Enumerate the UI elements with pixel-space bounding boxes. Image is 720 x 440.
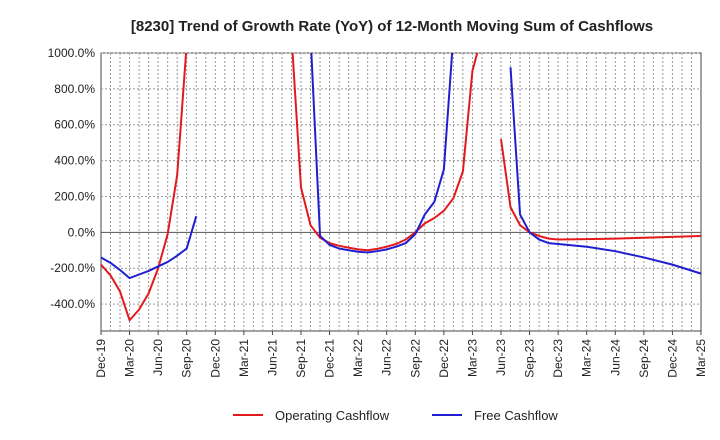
chart-title: [8230] Trend of Growth Rate (YoY) of 12-… <box>131 18 653 35</box>
x-tick-label: Sep-21 <box>294 339 308 378</box>
x-tick-label: Mar-23 <box>465 339 479 377</box>
legend: Operating Cashflow Free Cashflow <box>233 408 558 423</box>
x-tick-label: Jun-24 <box>608 339 622 376</box>
x-tick-label: Sep-24 <box>637 339 651 378</box>
x-tick-label: Dec-22 <box>437 339 451 378</box>
x-tick-label: Sep-22 <box>408 339 422 378</box>
y-tick-label: 1000.0% <box>48 46 96 60</box>
x-tick-label: Mar-22 <box>351 339 365 377</box>
series-lines <box>101 53 701 322</box>
y-tick-label: -400.0% <box>50 297 95 311</box>
x-tick-label: Dec-20 <box>208 339 222 378</box>
y-tick-label: -200.0% <box>50 261 95 275</box>
y-tick-label: 200.0% <box>54 189 95 203</box>
x-tick-label: Mar-25 <box>694 339 708 377</box>
legend-label: Free Cashflow <box>474 408 558 423</box>
x-tick-label: Jun-23 <box>494 339 508 376</box>
grid <box>101 52 701 331</box>
y-tick-label: 0.0% <box>68 225 96 239</box>
series-line-free-cashflow <box>101 53 701 280</box>
legend-label: Operating Cashflow <box>275 408 390 423</box>
x-tick-label: Mar-20 <box>123 339 137 377</box>
axes: 1000.0% 800.0% 600.0% 400.0% 200.0% 0.0% -200.… <box>48 46 708 378</box>
x-tick-label: Jun-20 <box>151 339 165 376</box>
x-tick-label: Jun-22 <box>380 339 394 376</box>
x-tick-label: Sep-20 <box>180 339 194 378</box>
x-tick-label: Jun-21 <box>265 339 279 376</box>
x-tick-label: Sep-23 <box>523 339 537 378</box>
plot-area <box>100 52 702 332</box>
x-tick-label: Dec-21 <box>323 339 337 378</box>
y-tick-label: 600.0% <box>54 118 95 132</box>
x-tick-label: Mar-21 <box>237 339 251 377</box>
x-tick-label: Dec-23 <box>551 339 565 378</box>
x-tick-label: Dec-24 <box>665 339 679 378</box>
x-tick-label: Mar-24 <box>580 339 594 377</box>
y-tick-label: 800.0% <box>54 82 95 96</box>
plot-frame <box>100 52 702 332</box>
y-tick-label: 400.0% <box>54 154 95 168</box>
x-tick-label: Dec-19 <box>94 339 108 378</box>
